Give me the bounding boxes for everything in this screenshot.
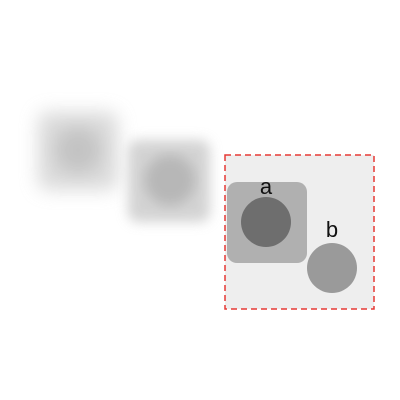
inner-circle-a <box>241 197 291 247</box>
ghost-far-circle <box>54 126 102 174</box>
motion-ghost-near <box>128 140 210 222</box>
label-a: a <box>260 174 273 199</box>
label-b: b <box>326 217 338 242</box>
ghost-near-circle <box>144 154 196 206</box>
motion-ghost-far <box>38 112 118 190</box>
circle-b <box>307 243 357 293</box>
